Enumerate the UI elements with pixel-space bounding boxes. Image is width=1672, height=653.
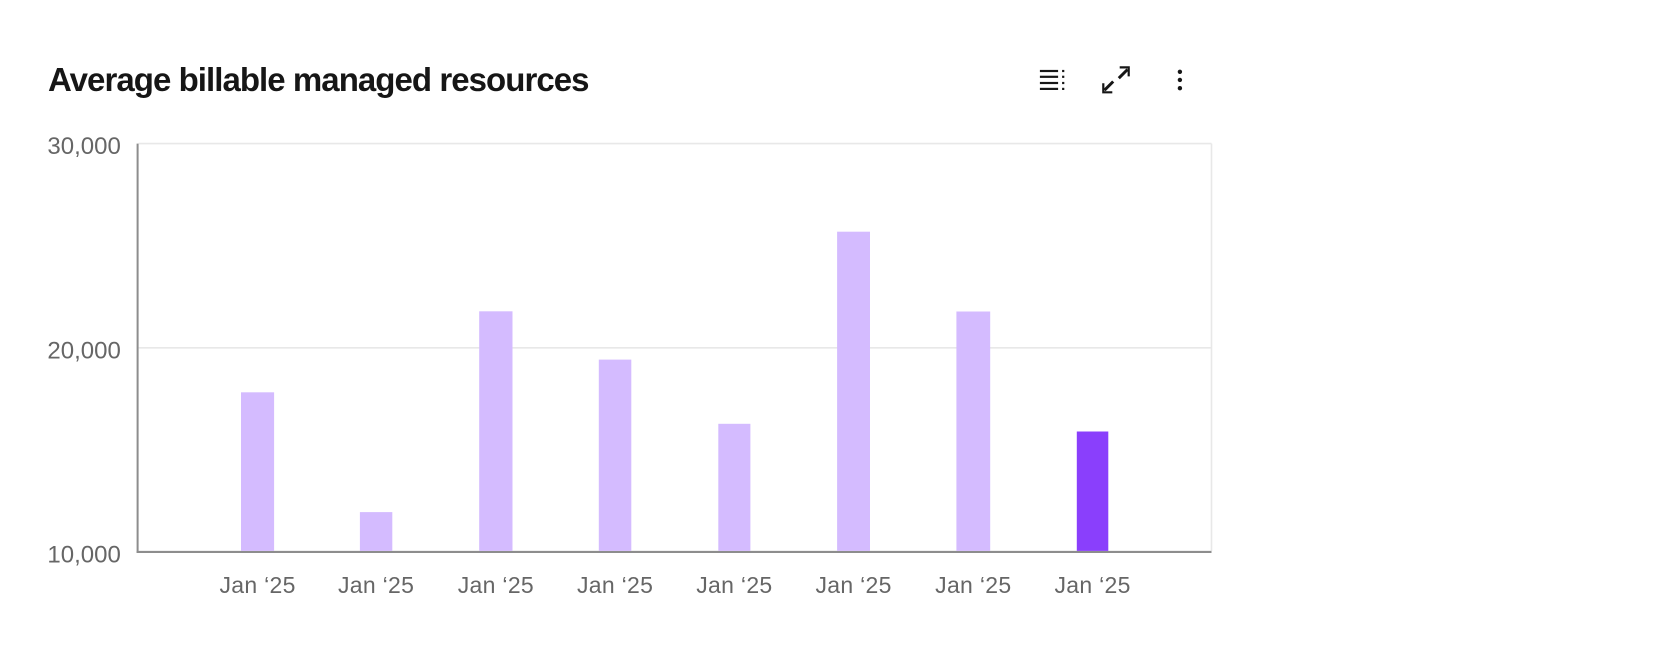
- svg-text:20,000: 20,000: [47, 337, 120, 364]
- svg-text:Average billable managed resou: Average billable managed resources: [48, 61, 589, 98]
- svg-text:Jan ‘25: Jan ‘25: [1054, 572, 1130, 598]
- svg-text:Jan ‘25: Jan ‘25: [935, 572, 1011, 598]
- svg-text:Jan ‘25: Jan ‘25: [458, 572, 534, 598]
- svg-text:10,000: 10,000: [47, 541, 120, 568]
- svg-text:Jan ‘25: Jan ‘25: [219, 572, 295, 598]
- svg-text:Jan ‘25: Jan ‘25: [577, 572, 653, 598]
- svg-text:Jan ‘25: Jan ‘25: [338, 572, 414, 598]
- svg-text:30,000: 30,000: [47, 133, 120, 160]
- svg-text:Jan ‘25: Jan ‘25: [696, 572, 772, 598]
- svg-text:Jan ‘25: Jan ‘25: [815, 572, 891, 598]
